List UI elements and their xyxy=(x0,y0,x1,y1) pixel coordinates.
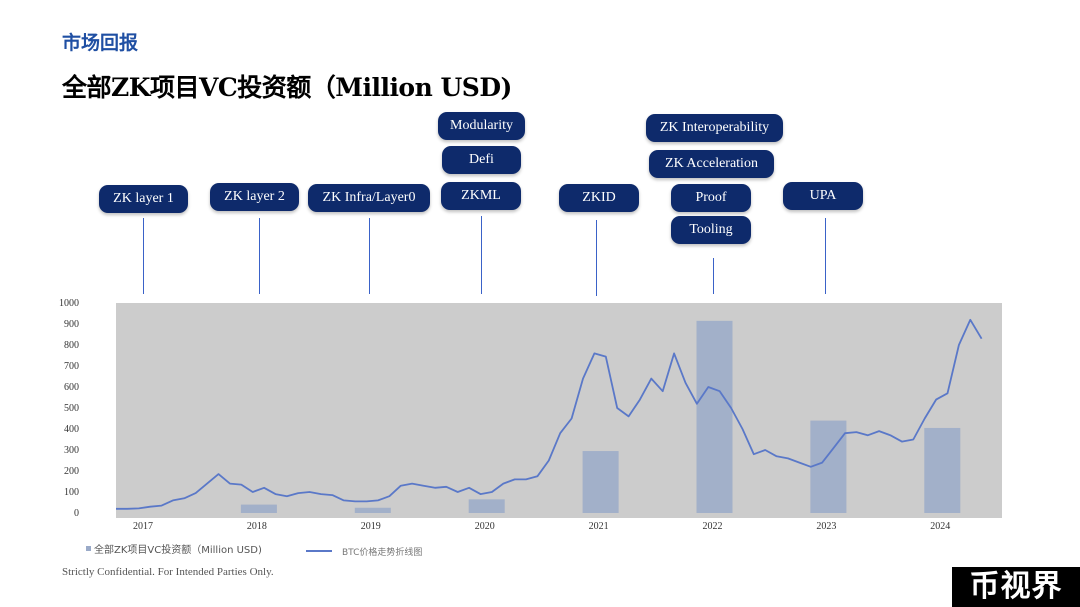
y-tick-label: 100 xyxy=(64,487,79,498)
bar-2024 xyxy=(924,427,961,513)
legend-line-swatch xyxy=(306,550,332,552)
x-tick-label: 2023 xyxy=(816,521,836,532)
legend-line-series: BTC价格走势折线图 xyxy=(306,545,422,558)
tag-zkml: ZKML xyxy=(441,182,521,210)
tag-connector-line xyxy=(713,258,714,294)
y-tick-label: 0 xyxy=(74,508,79,519)
bar-2021 xyxy=(582,451,619,513)
legend-line-label: BTC价格走势折线图 xyxy=(342,548,423,558)
x-tick-label: 2024 xyxy=(930,521,950,532)
tag-zk-layer-1: ZK layer 1 xyxy=(99,185,188,213)
tag-connector-line xyxy=(369,218,370,294)
tag-connector-line xyxy=(596,220,597,296)
y-tick-label: 900 xyxy=(64,319,79,330)
y-tick-label: 1000 xyxy=(59,298,79,309)
x-tick-label: 2017 xyxy=(133,521,153,532)
bar-2020 xyxy=(468,499,505,513)
tag-upa: UPA xyxy=(783,182,863,210)
tag-proof: Proof xyxy=(671,184,751,212)
tag-tooling: Tooling xyxy=(671,216,751,244)
y-tick-label: 300 xyxy=(64,445,79,456)
y-tick-label: 600 xyxy=(64,382,79,393)
bar-2019 xyxy=(354,507,391,513)
bar-2023 xyxy=(810,420,847,513)
tag-zk-interoperability: ZK Interoperability xyxy=(646,114,783,142)
y-tick-label: 500 xyxy=(64,403,79,414)
y-tick-label: 400 xyxy=(64,424,79,435)
tag-zk-layer-2: ZK layer 2 xyxy=(210,183,299,211)
y-tick-label: 700 xyxy=(64,361,79,372)
y-tick-label: 200 xyxy=(64,466,79,477)
tag-zk-infra-layer0: ZK Infra/Layer0 xyxy=(308,184,430,212)
legend-bar-label: 全部ZK项目VC投资额（Million USD) xyxy=(94,545,262,556)
bar-2018 xyxy=(240,504,277,513)
y-tick-label: 800 xyxy=(64,340,79,351)
footnote: Strictly Confidential. For Intended Part… xyxy=(62,566,274,578)
tag-modularity: Modularity xyxy=(438,112,525,140)
btc-price-line xyxy=(116,318,983,510)
page-title: 全部ZK项目VC投资额（Million USD) xyxy=(62,73,512,102)
legend-bar-swatch xyxy=(86,546,91,551)
section-label: 市场回报 xyxy=(62,32,139,54)
watermark-logo: 币视界 xyxy=(952,567,1080,607)
x-tick-label: 2021 xyxy=(589,521,609,532)
plot-area-background xyxy=(116,303,1002,518)
bar-2022 xyxy=(696,320,733,513)
legend-bar-series: 全部ZK项目VC投资额（Million USD) xyxy=(86,541,262,556)
tag-defi: Defi xyxy=(442,146,521,174)
tag-connector-line xyxy=(825,218,826,294)
tag-zk-acceleration: ZK Acceleration xyxy=(649,150,774,178)
tag-connector-line xyxy=(259,218,260,294)
x-tick-label: 2019 xyxy=(361,521,381,532)
x-tick-label: 2018 xyxy=(247,521,267,532)
tag-zkid: ZKID xyxy=(559,184,639,212)
x-tick-label: 2022 xyxy=(703,521,723,532)
tag-connector-line xyxy=(143,218,144,294)
tag-connector-line xyxy=(481,216,482,294)
x-tick-label: 2020 xyxy=(475,521,495,532)
